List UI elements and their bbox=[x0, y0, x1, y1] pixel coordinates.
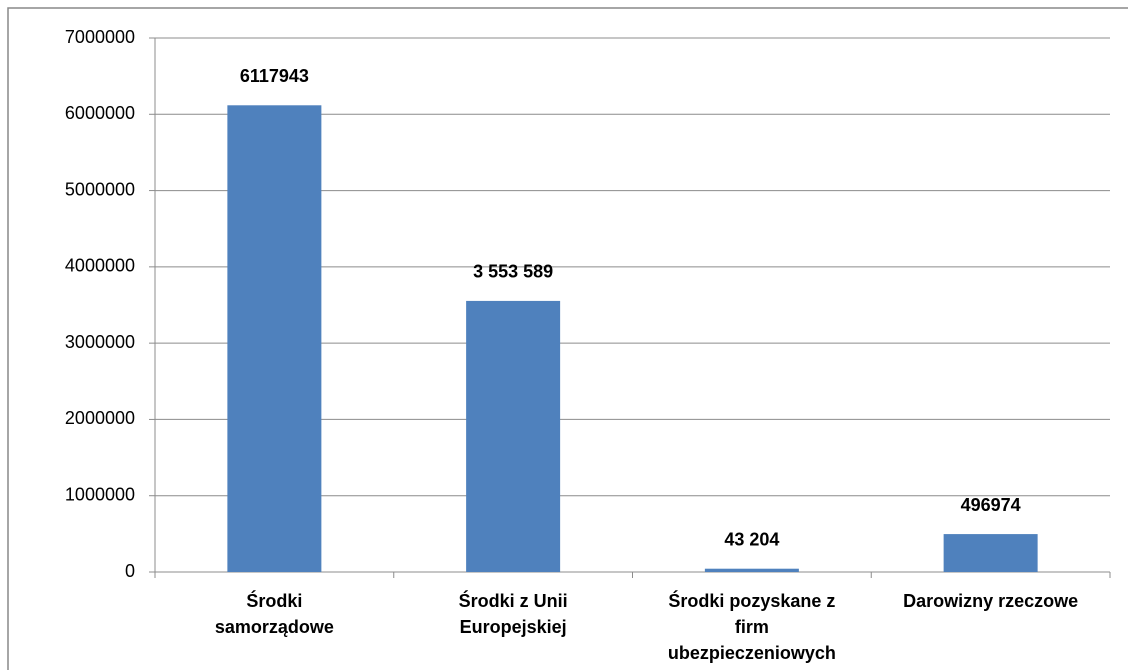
x-tick-label: Środki z Unii Europejskiej bbox=[458, 591, 568, 637]
bar bbox=[466, 300, 561, 572]
data-label: 496974 bbox=[961, 495, 1021, 515]
y-tick-label: 1000000 bbox=[65, 484, 135, 504]
y-tick-label: 6000000 bbox=[65, 103, 135, 123]
y-tick-label: 3000000 bbox=[65, 332, 135, 352]
bar bbox=[227, 105, 322, 573]
y-tick-label: 4000000 bbox=[65, 256, 135, 276]
bar bbox=[943, 534, 1038, 572]
y-tick-label: 2000000 bbox=[65, 408, 135, 428]
x-tick-label: Środki samorządowe bbox=[214, 591, 334, 637]
data-label: 3 553 589 bbox=[473, 262, 553, 282]
bar bbox=[704, 568, 799, 572]
data-label: 6117943 bbox=[240, 66, 309, 86]
x-tick-label: Środki pozyskane z firm ubezpieczeniowyc… bbox=[667, 591, 836, 663]
y-tick-label: 7000000 bbox=[65, 27, 135, 47]
x-tick-label: Darowizny rzeczowe bbox=[903, 591, 1079, 611]
data-label: 43 204 bbox=[724, 529, 779, 549]
chart-frame bbox=[7, 7, 1128, 670]
y-tick-label: 0 bbox=[125, 561, 135, 581]
y-tick-label: 5000000 bbox=[65, 179, 135, 199]
